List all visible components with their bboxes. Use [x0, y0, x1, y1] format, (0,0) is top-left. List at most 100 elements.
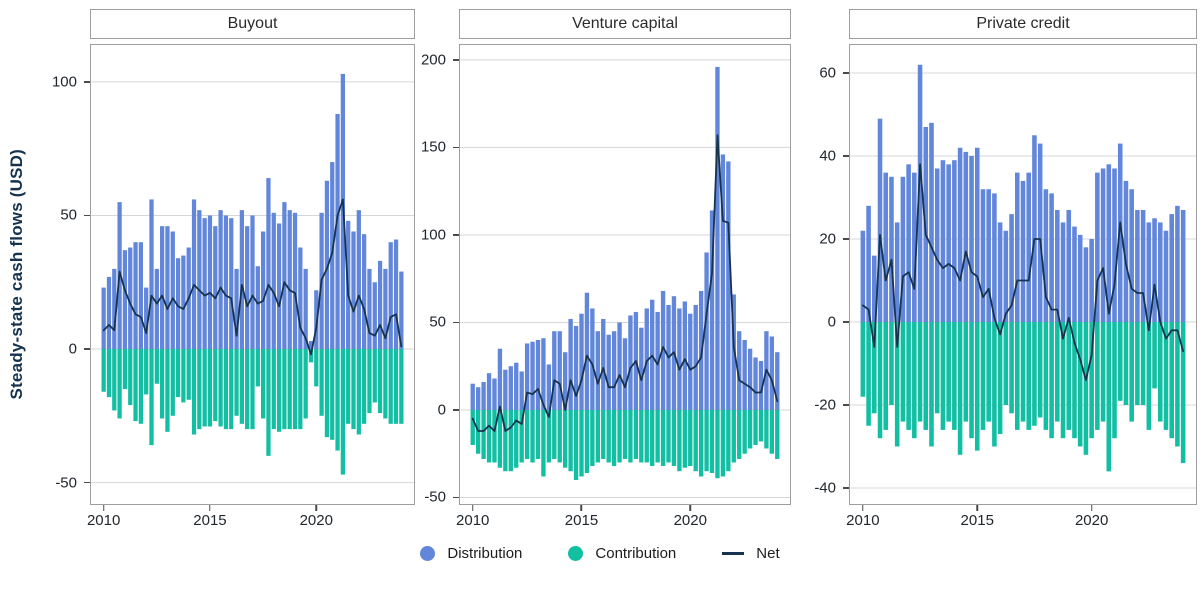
contribution-bar: [758, 409, 764, 442]
y-axis-ticks: 60 40 20 0 -20 -40: [791, 44, 849, 505]
contribution-bar: [303, 349, 308, 419]
y-tick-label: 0: [437, 401, 446, 419]
contribution-bar: [470, 409, 475, 445]
y-axis-ticks: 200 150 100 50 0 -50: [415, 44, 459, 506]
y-tick-mark: [453, 496, 459, 499]
x-axis: 2010 2015 2020: [846, 505, 1197, 539]
distribution-bar: [106, 276, 112, 350]
distribution-bar: [611, 331, 617, 410]
contribution-bar: [186, 349, 191, 400]
contribution-swatch-icon: [568, 546, 584, 561]
distribution-bar: [639, 327, 644, 410]
contribution-bar: [101, 349, 106, 392]
contribution-bar: [579, 409, 584, 477]
contribution-bar: [1077, 322, 1083, 447]
distribution-bar: [154, 268, 159, 350]
facets-row: Buyout 100 50 0 -50 2010 2015 2020 Venture capit…: [34, 9, 1197, 539]
distribution-bar: [181, 255, 186, 350]
contribution-bar: [138, 349, 143, 424]
contribution-bar: [508, 409, 513, 472]
panel-title-strip: Private credit: [849, 9, 1197, 39]
facet-panel: Private credit 60 40 20 0 -20 -40 2010 2015 2020: [791, 9, 1197, 539]
distribution-bar: [519, 371, 524, 410]
distribution-bar: [660, 290, 666, 410]
y-tick-label: -20: [814, 396, 836, 414]
contribution-bar: [481, 409, 486, 459]
contribution-bar: [682, 409, 687, 468]
contribution-bar: [266, 349, 271, 456]
contribution-bar: [492, 409, 497, 463]
contribution-bar: [753, 409, 758, 445]
distribution-bar: [383, 268, 388, 350]
distribution-bar: [393, 239, 399, 350]
distribution-bar: [144, 287, 149, 350]
y-tick-mark: [84, 481, 90, 484]
y-axis-label: Steady-state cash flows (USD): [7, 148, 26, 400]
distribution-bar: [715, 66, 720, 410]
contribution-bar: [1123, 322, 1129, 405]
y-tick-label: 100: [420, 226, 446, 244]
contribution-bar: [1009, 322, 1014, 414]
distribution-bar: [866, 205, 871, 323]
contribution-bar: [775, 409, 780, 459]
distribution-bar: [1003, 230, 1009, 323]
facet-panel: Venture capital 200 150 100 50 0 -50 2010 2015 20…: [415, 9, 791, 539]
distribution-bar: [229, 218, 234, 350]
contribution-bar: [666, 409, 671, 463]
x-tick-label: 2010: [846, 512, 880, 529]
contribution-bar: [633, 409, 639, 459]
x-tick-label: 2015: [193, 512, 227, 529]
y-tick-mark: [843, 487, 849, 489]
contribution-bar: [1163, 322, 1169, 430]
distribution-bar: [568, 318, 573, 410]
distribution-bar: [595, 331, 600, 410]
contribution-bar: [877, 322, 883, 439]
distribution-bar: [362, 234, 367, 350]
contribution-bar: [117, 349, 122, 419]
y-tick-mark: [843, 321, 849, 323]
y-tick-label: 0: [827, 313, 836, 331]
contribution-bar: [255, 349, 260, 387]
contribution-bar: [287, 349, 292, 430]
distribution-bar: [622, 338, 628, 410]
contribution-bar: [660, 409, 666, 466]
distribution-bar: [704, 252, 709, 410]
y-tick-mark: [84, 348, 90, 350]
distribution-bar: [573, 325, 579, 410]
contribution-bar: [769, 409, 775, 454]
distribution-bar: [584, 292, 590, 410]
contribution-bar: [747, 409, 753, 449]
distribution-bar: [986, 189, 991, 323]
contribution-bar: [639, 409, 644, 463]
contribution-bar: [980, 322, 986, 430]
x-tick-mark: [102, 505, 105, 511]
y-tick-mark: [453, 234, 459, 236]
contribution-bar: [308, 349, 314, 363]
contribution-bar: [514, 409, 519, 468]
distribution-bar: [946, 164, 951, 323]
x-tick-mark: [471, 505, 474, 511]
distribution-bar: [149, 199, 154, 350]
contribution-bar: [590, 409, 595, 466]
contribution-bar: [1157, 322, 1163, 422]
distribution-bar: [628, 315, 633, 410]
contribution-bar: [530, 409, 535, 463]
contribution-bar: [923, 322, 929, 430]
contribution-bar: [929, 322, 934, 447]
x-tick-label: 2015: [960, 512, 994, 529]
distribution-bar: [1026, 172, 1032, 323]
distribution-bar: [617, 322, 622, 410]
y-tick-label: 150: [420, 138, 446, 156]
contribution-bar: [1043, 322, 1049, 430]
contribution-bar: [335, 349, 340, 451]
distribution-bar: [1043, 189, 1049, 323]
contribution-bar: [644, 409, 649, 463]
contribution-bar: [628, 409, 633, 463]
distribution-bar: [298, 247, 303, 350]
distribution-bar: [1100, 168, 1106, 323]
distribution-bar: [1055, 209, 1060, 323]
distribution-bar: [486, 373, 492, 410]
contribution-bar: [546, 409, 552, 463]
x-tick-mark: [862, 505, 864, 511]
distribution-bar: [934, 168, 940, 323]
